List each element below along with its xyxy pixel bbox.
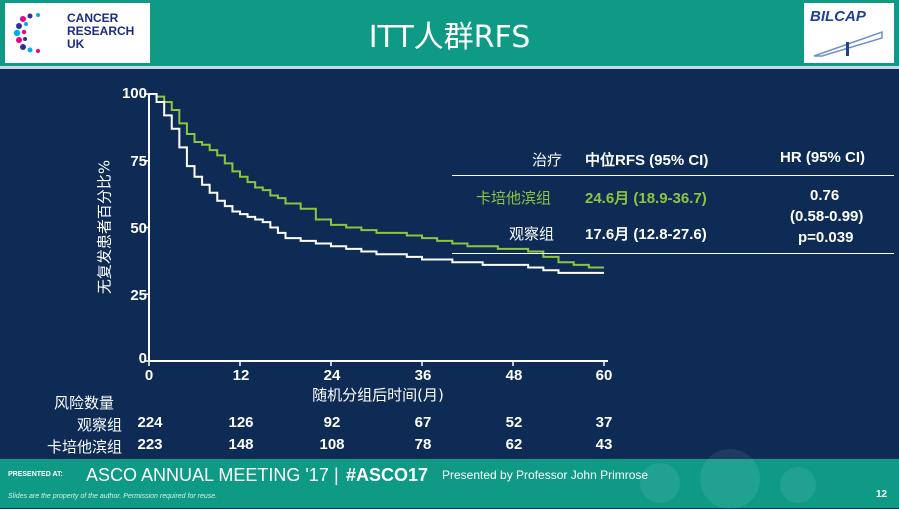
bilcap-mark-icon <box>813 30 883 57</box>
x-tick-label: 0 <box>144 367 154 384</box>
logo-line-2: RESEARCH <box>67 24 135 38</box>
survival-curve-line <box>149 93 604 269</box>
risk-value: 92 <box>323 414 341 431</box>
risk-value: 126 <box>228 414 254 431</box>
meeting-hashtag: #ASCO17 <box>346 465 429 485</box>
risk-value: 52 <box>505 414 523 431</box>
x-axis-title: 随机分组后时间(月) <box>312 386 444 404</box>
stats-header-treatment: 治疗 <box>532 151 563 169</box>
risk-value: 78 <box>414 436 432 453</box>
y-tick-label: 25 <box>130 287 147 304</box>
risk-value: 37 <box>595 414 613 431</box>
stats-hr-value: 0.76 <box>810 187 840 204</box>
risk-value: 43 <box>595 436 613 453</box>
x-tick-label: 24 <box>323 367 341 384</box>
stats-row-treatment: 卡培他滨组 <box>476 189 552 207</box>
header-bar: CANCER RESEARCH UK ITT人群RFS BILCAP <box>0 0 899 66</box>
page-number: 12 <box>876 489 888 500</box>
y-tick-label: 50 <box>130 220 147 237</box>
logo-line-3: UK <box>67 37 85 51</box>
header-accent-line <box>0 66 899 69</box>
y-tick-label: 75 <box>130 153 147 170</box>
stats-header-hr: HR (95% CI) <box>780 149 866 166</box>
stats-divider-top <box>452 175 894 176</box>
footer-separator: | <box>334 465 339 485</box>
presenter-credit: Presented by Professor John Primrose <box>442 468 649 482</box>
chart-area: 100 75 50 25 0 0 12 24 36 48 60 无复发患者百分比… <box>0 69 899 459</box>
footer-bar: PRESENTED AT: ASCO ANNUAL MEETING '17 | … <box>0 449 899 509</box>
meeting-name: ASCO ANNUAL MEETING '17 <box>86 465 329 485</box>
stats-p-value: p=0.039 <box>798 229 854 246</box>
footer-decoration <box>640 463 680 503</box>
y-axis-title: 无复发患者百分比% <box>95 159 114 295</box>
bilcap-logo: BILCAP <box>804 3 894 63</box>
risk-row-label: 卡培他滨组 <box>46 438 122 456</box>
risk-row-label: 观察组 <box>76 416 122 434</box>
stats-row-median: 24.6月 (18.9-36.7) <box>585 190 707 207</box>
stats-divider-bottom <box>452 253 894 254</box>
stats-row-median: 17.6月 (12.8-27.6) <box>585 226 707 243</box>
stats-hr-ci: (0.58-0.99) <box>790 208 864 225</box>
cancer-research-uk-logo: CANCER RESEARCH UK <box>5 3 150 63</box>
risk-value: 223 <box>137 436 163 453</box>
risk-table-title: 风险数量 <box>54 394 115 412</box>
slide-title: ITT人群RFS <box>368 20 531 55</box>
y-tick-label: 0 <box>138 350 147 367</box>
footer-decoration <box>700 449 760 509</box>
km-chart-svg <box>144 93 608 366</box>
x-tick-label: 60 <box>595 367 613 384</box>
cancer-research-uk-c-mark-icon <box>13 13 40 53</box>
survival-curve-line <box>149 93 604 274</box>
presented-at-label: PRESENTED AT: <box>8 471 63 478</box>
footer-decoration <box>780 467 816 503</box>
risk-value: 148 <box>228 436 254 453</box>
stats-row-treatment: 观察组 <box>509 225 555 243</box>
copyright-disclaimer: Slides are the property of the author. P… <box>8 493 218 500</box>
x-tick-label: 12 <box>232 367 250 384</box>
logo-line-1: CANCER <box>67 11 119 25</box>
y-tick-label: 100 <box>121 85 147 102</box>
risk-value: 224 <box>137 414 163 431</box>
risk-value: 62 <box>505 436 523 453</box>
risk-value: 108 <box>319 436 345 453</box>
risk-value: 67 <box>414 414 432 431</box>
stats-header-median: 中位RFS (95% CI) <box>585 152 709 169</box>
x-tick-label: 48 <box>505 367 523 384</box>
bilcap-wordmark: BILCAP <box>810 8 866 25</box>
x-tick-label: 36 <box>414 367 432 384</box>
cancer-research-uk-wordmark: CANCER RESEARCH UK <box>67 12 134 51</box>
